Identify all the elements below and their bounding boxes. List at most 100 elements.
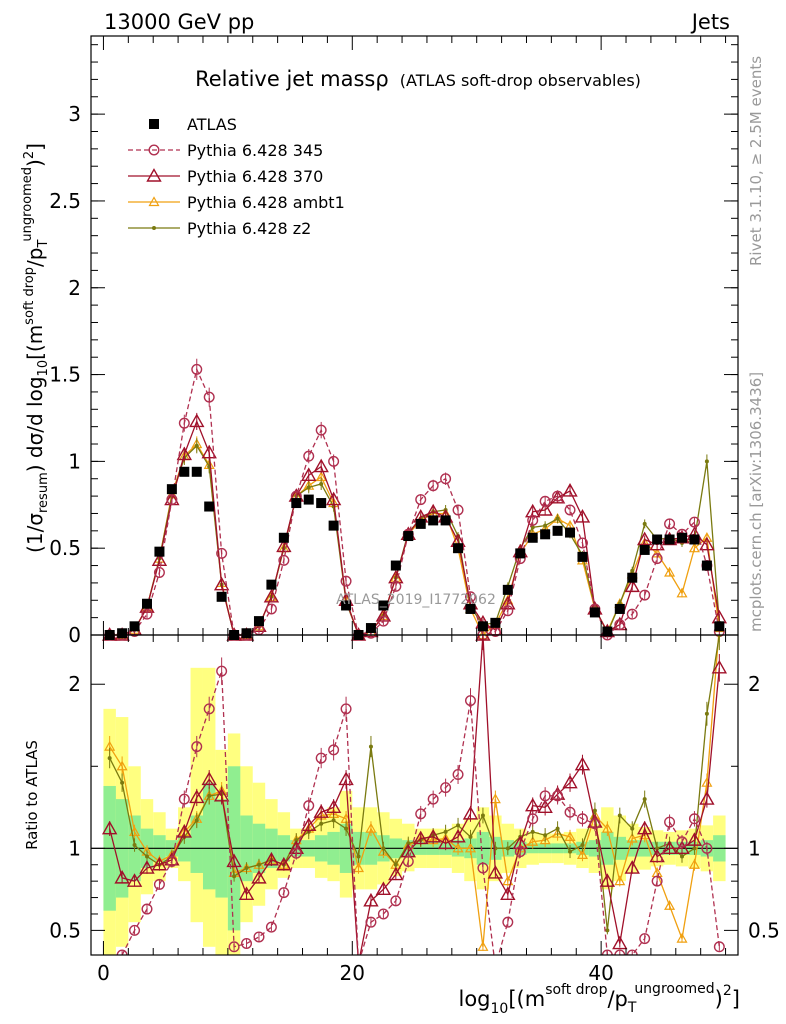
- main-p345-point: [278, 554, 290, 566]
- main-ATLAS-point: [502, 584, 513, 595]
- main-p345-point: [340, 575, 352, 587]
- main-ylabel-p4: [(m: [23, 325, 47, 360]
- main-p345-point: [527, 514, 539, 526]
- main-ambt1-point: [676, 587, 688, 598]
- ratio-ambt1-point: [601, 822, 613, 833]
- main-ATLAS-point: [403, 531, 414, 542]
- main-ATLAS-point: [179, 466, 190, 477]
- xlabel-p1: 10: [491, 1001, 509, 1017]
- ratio-z2-point: [456, 823, 461, 828]
- main-ytick-label: 2.5: [49, 189, 81, 213]
- ratio-z2-point: [319, 821, 324, 826]
- main-ATLAS-point: [378, 600, 389, 611]
- ratio-p345-point: [427, 793, 439, 805]
- legend-marker-p345: [148, 144, 160, 156]
- main-ytick-label: 1.5: [49, 363, 81, 387]
- main-ATLAS-point: [664, 534, 675, 545]
- ratio-p345-point: [514, 846, 526, 858]
- main-p370-point: [549, 489, 566, 504]
- ratio-p370-point: [139, 860, 155, 874]
- main-ATLAS-point: [341, 600, 352, 611]
- main-ATLAS-point: [266, 579, 277, 590]
- ratio-z2-point: [480, 813, 485, 818]
- main-ATLAS-point: [465, 603, 476, 614]
- main-p345-point: [203, 391, 215, 403]
- ratio-ytick-label: 1: [68, 836, 81, 860]
- ratio-ambt1-point: [477, 941, 489, 951]
- main-ATLAS-point: [453, 543, 464, 554]
- ratio-p345-point: [440, 782, 452, 794]
- main-ytick-label: 2: [68, 276, 81, 300]
- main-ytick-label: 0.5: [49, 536, 81, 560]
- ratio-p345-point: [713, 941, 725, 953]
- xlabel-p9: ]: [732, 987, 740, 1011]
- header-right: Jets: [690, 10, 730, 34]
- ratio-ambt1-point: [564, 831, 576, 841]
- main-p345-point: [141, 608, 153, 620]
- ratio-z2-point: [580, 843, 585, 848]
- xlabel-p2: [(m: [508, 987, 545, 1011]
- ratio-ambt1-point: [452, 842, 464, 853]
- ratio-band-inner: [190, 815, 203, 873]
- main-ylabel-p5: soft drop: [22, 267, 37, 325]
- main-ATLAS-point: [316, 498, 327, 509]
- main-ATLAS-point: [365, 623, 376, 634]
- main-ylabel-p7: T: [36, 240, 51, 249]
- ratio-xtick-label: 40: [588, 961, 613, 985]
- ratio-p370-point: [462, 805, 479, 820]
- ratio-p345-point: [290, 847, 302, 859]
- ratio-p370-point: [363, 892, 379, 907]
- main-ylabel-p2: ) dσ/d log: [23, 376, 47, 472]
- main-ATLAS-point: [540, 529, 551, 540]
- ratio-ambt1-point: [539, 834, 551, 845]
- ratio-p345-point: [328, 744, 340, 756]
- main-p370-point: [263, 588, 280, 603]
- ratio-p370-point: [711, 659, 728, 674]
- ratio-ambt1-point: [664, 900, 676, 910]
- ratio-z2-point: [468, 834, 473, 839]
- ratio-ambt1-point: [676, 932, 688, 943]
- main-ATLAS-point: [303, 494, 314, 505]
- main-p370-point: [636, 531, 653, 546]
- main-p370-point: [189, 413, 205, 428]
- main-ATLAS-point: [714, 621, 725, 632]
- ratio-p370-point: [413, 830, 429, 845]
- chart-title-main: Relative jet massρ: [195, 67, 389, 91]
- ratio-z2-point: [543, 833, 548, 838]
- main-ATLAS-point: [701, 560, 712, 571]
- ratio-panel: 0.5 0.51 12 20 20 40 Ratio to ATLAS log10[(ms…: [23, 634, 780, 1017]
- main-ATLAS-point: [490, 617, 501, 628]
- ratio-z2-point: [655, 846, 660, 851]
- main-ATLAS-point: [129, 621, 140, 632]
- main-p345-point: [440, 473, 452, 485]
- ratio-p345-point: [191, 741, 203, 753]
- main-z2-point: [630, 568, 635, 573]
- ratio-z2-point: [692, 846, 697, 851]
- main-ATLAS-point: [565, 527, 576, 538]
- ratio-p370-point: [612, 935, 628, 950]
- ratio-p345-point: [390, 895, 402, 907]
- main-ylabel-p3: 10: [36, 360, 51, 377]
- ratio-p370-point: [276, 856, 292, 871]
- ratio-p345-point: [303, 800, 315, 812]
- ratio-p345-point: [265, 921, 277, 933]
- main-ATLAS-point: [216, 591, 227, 602]
- ratio-ambt1-point: [352, 862, 365, 873]
- ratio-z2-point: [368, 744, 373, 749]
- ratio-ambt1-point: [464, 842, 477, 853]
- main-ylabel-p6: /p: [23, 248, 47, 267]
- header-left: 13000 GeV pp: [104, 10, 254, 34]
- ratio-p345-point: [203, 703, 215, 715]
- ratio-p370-point: [213, 787, 230, 802]
- ratio-axes: 0.5 0.51 12 20 20 40: [49, 635, 780, 985]
- ratio-z2-point: [592, 808, 597, 813]
- ratio-p370-point: [238, 886, 255, 900]
- main-ATLAS-point: [589, 607, 600, 618]
- ratio-ambt1-point: [688, 859, 700, 869]
- ratio-z2-point: [605, 928, 610, 933]
- main-ATLAS-point: [652, 534, 663, 545]
- main-ATLAS-point: [627, 572, 638, 583]
- ratio-p345-point: [278, 887, 290, 899]
- ratio-ytick-label-right: 0.5: [748, 918, 780, 942]
- ratio-z2-point: [194, 818, 199, 823]
